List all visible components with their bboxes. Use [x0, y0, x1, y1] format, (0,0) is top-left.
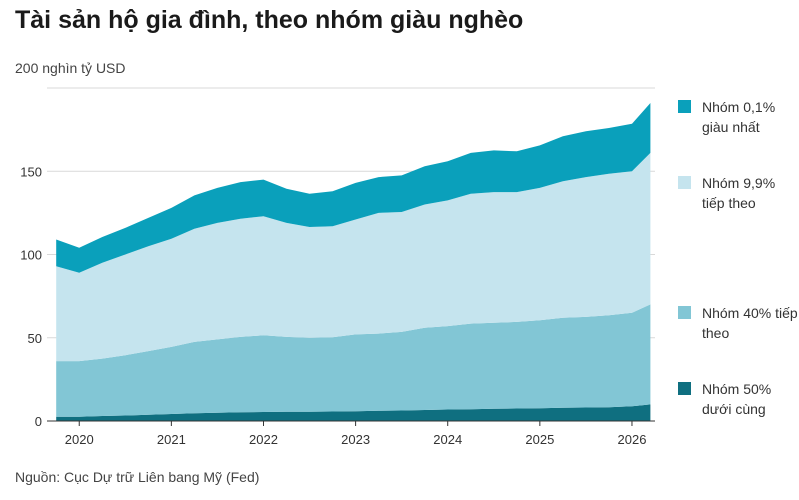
y-tick-label-50: 50	[28, 331, 42, 346]
area-series	[56, 103, 651, 421]
x-tick-label-2022: 2022	[249, 432, 278, 447]
area-series-1	[56, 304, 651, 417]
chart-title: Tài sản hộ gia đình, theo nhóm giàu nghè…	[15, 6, 524, 34]
area-series-2	[56, 152, 651, 362]
x-tick-label-2023: 2023	[341, 432, 370, 447]
y-tick-label-150: 150	[20, 164, 42, 179]
area-series-0	[56, 404, 651, 421]
legend-label: Nhóm 9,9% tiếp theo	[702, 175, 776, 211]
legend-swatch	[678, 382, 691, 395]
y-tick-label-100: 100	[20, 248, 42, 263]
area-series-3	[56, 103, 651, 273]
legend-swatch	[678, 306, 691, 319]
y-tick-label-0: 0	[35, 414, 42, 429]
legend-swatch	[678, 100, 691, 113]
legend-label: Nhóm 50% dưới cùng	[702, 381, 772, 417]
legend-label: Nhóm 40% tiếp theo	[702, 305, 798, 341]
x-tick-label-2024: 2024	[433, 432, 462, 447]
stacked-area-chart: 0 50 100 150 2020 2021 2022 2023 2024 2025 2026	[20, 87, 655, 447]
y-axis-ticks: 0 50 100 150	[20, 164, 42, 429]
x-tick-label-2020: 2020	[65, 432, 94, 447]
legend-swatch	[678, 176, 691, 189]
x-tick-label-2026: 2026	[618, 432, 647, 447]
x-axis: 2020 2021 2022 2023 2024 2025 2026	[47, 420, 655, 447]
x-tick-label-2021: 2021	[157, 432, 186, 447]
x-tick-label-2025: 2025	[525, 432, 554, 447]
legend-label: Nhóm 0,1% giàu nhất	[702, 99, 776, 135]
y-axis-unit-label: 200 nghìn tỷ USD	[15, 60, 126, 76]
source-note: Nguồn: Cục Dự trữ Liên bang Mỹ (Fed)	[15, 469, 260, 485]
